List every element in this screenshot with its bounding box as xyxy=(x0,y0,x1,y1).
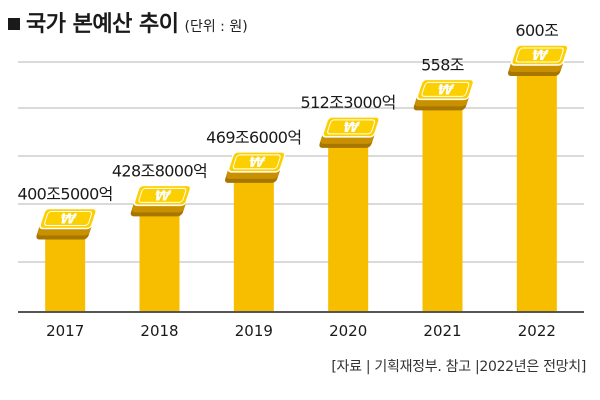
data-label: 428조8000억 xyxy=(112,161,207,180)
bar xyxy=(422,96,463,312)
won-money-stack-icon: ₩ xyxy=(130,184,192,217)
bar xyxy=(516,62,557,312)
chart-unit: (단위 : 원) xyxy=(184,19,248,35)
x-tick-label: 2019 xyxy=(235,322,273,340)
svg-text:₩: ₩ xyxy=(152,189,173,205)
x-tick-label: 2021 xyxy=(423,322,461,340)
gridlines xyxy=(18,61,584,263)
svg-text:₩: ₩ xyxy=(435,83,456,99)
chart-title-block: 국가 본예산 추이 (단위 : 원) xyxy=(8,10,248,40)
title-square-icon xyxy=(8,18,20,30)
source-note: [자료 | 기획재정부. 참고 |2022년은 전망치] xyxy=(331,359,586,375)
bar xyxy=(233,168,274,312)
bar xyxy=(45,225,86,312)
svg-text:₩: ₩ xyxy=(340,120,361,136)
svg-text:₩: ₩ xyxy=(246,155,267,171)
data-label: 512조3000억 xyxy=(301,93,396,112)
data-label: 600조 xyxy=(515,21,558,40)
x-tick-label: 2017 xyxy=(46,322,84,340)
x-tick-label: 2020 xyxy=(329,322,367,340)
won-money-stack-icon: ₩ xyxy=(36,207,98,240)
data-label: 400조5000억 xyxy=(18,185,113,204)
won-money-stack-icon: ₩ xyxy=(225,151,286,183)
bar xyxy=(328,133,369,312)
chart-title: 국가 본예산 추이 xyxy=(26,12,179,37)
won-money-stack-icon: ₩ xyxy=(413,78,475,111)
bar xyxy=(139,202,180,312)
svg-text:₩: ₩ xyxy=(529,48,550,64)
data-label: 558조 xyxy=(421,55,464,74)
won-money-stack-icon: ₩ xyxy=(508,44,569,76)
won-money-stack-icon: ₩ xyxy=(319,116,381,148)
x-tick-label: 2018 xyxy=(140,322,178,340)
data-label: 469조6000억 xyxy=(206,128,301,147)
x-tick-label: 2022 xyxy=(518,322,556,340)
svg-text:₩: ₩ xyxy=(57,212,78,228)
